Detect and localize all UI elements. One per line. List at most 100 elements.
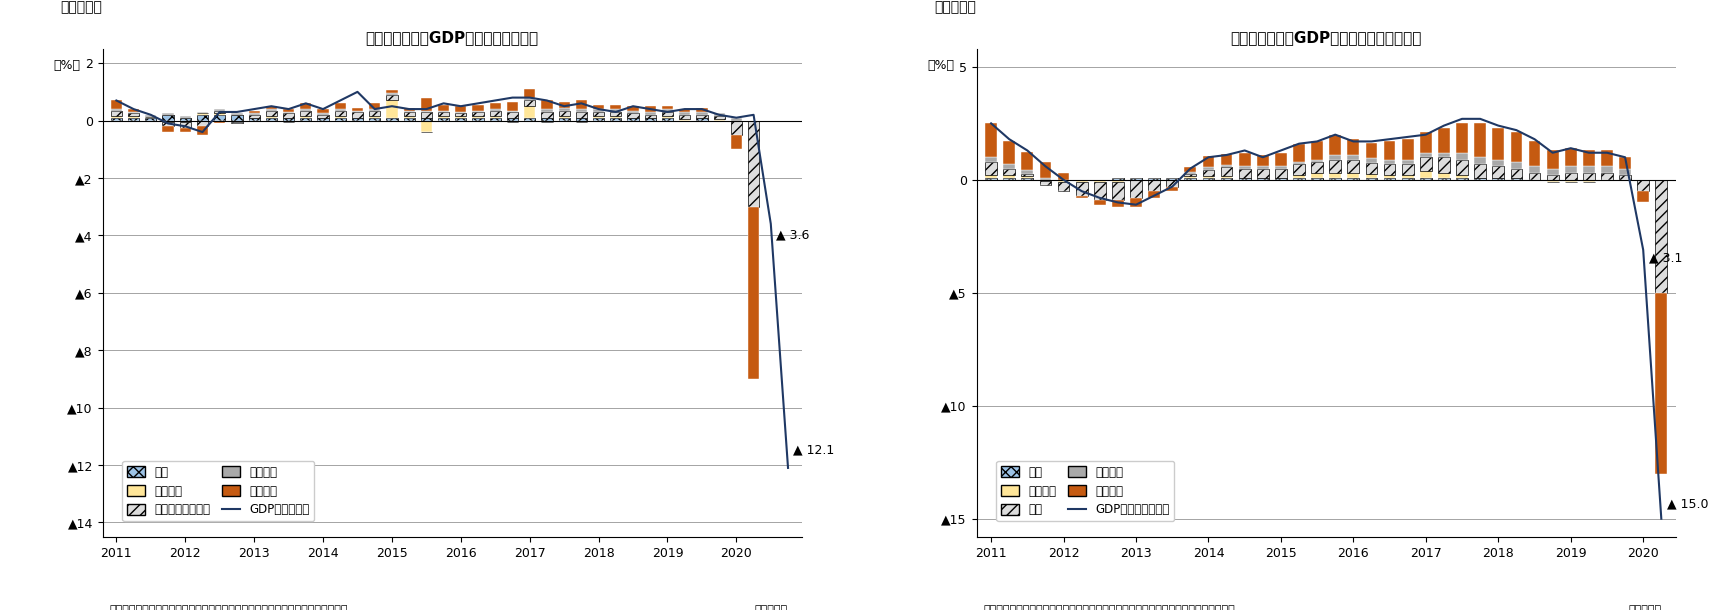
Bar bbox=[404, 118, 416, 121]
Bar bbox=[1094, 180, 1106, 182]
Bar bbox=[145, 118, 156, 121]
Bar bbox=[1601, 167, 1613, 173]
Text: （%）: （%） bbox=[927, 59, 954, 71]
Bar bbox=[301, 103, 311, 109]
Bar bbox=[593, 118, 604, 121]
Bar bbox=[576, 112, 587, 118]
Bar bbox=[1202, 178, 1214, 180]
Bar bbox=[1040, 180, 1052, 181]
Bar bbox=[662, 118, 674, 121]
Bar bbox=[162, 113, 174, 115]
Bar bbox=[1583, 180, 1595, 182]
Bar bbox=[1438, 152, 1450, 157]
Bar bbox=[1457, 159, 1467, 175]
Bar bbox=[128, 118, 139, 121]
Bar bbox=[301, 117, 311, 118]
Bar bbox=[1601, 151, 1613, 167]
Bar bbox=[679, 109, 691, 112]
Bar bbox=[593, 117, 604, 118]
Bar bbox=[335, 118, 345, 121]
Bar bbox=[1293, 164, 1305, 175]
Bar bbox=[1510, 168, 1522, 178]
Text: （注）季節調整値、寄与度は前期比伸び率に対する寄与度で最新期のデータなし: （注）季節調整値、寄与度は前期比伸び率に対する寄与度で最新期のデータなし bbox=[109, 605, 349, 610]
Bar bbox=[747, 207, 759, 379]
Bar bbox=[1565, 180, 1577, 182]
Bar bbox=[438, 118, 450, 121]
Bar bbox=[1529, 173, 1541, 180]
Bar bbox=[1474, 178, 1486, 180]
Bar bbox=[1276, 168, 1288, 178]
Bar bbox=[1238, 152, 1250, 167]
Bar bbox=[386, 101, 397, 118]
Bar bbox=[438, 110, 450, 112]
Bar bbox=[506, 118, 518, 121]
Bar bbox=[1076, 180, 1088, 182]
Bar bbox=[128, 112, 139, 113]
Bar bbox=[421, 112, 433, 118]
Bar bbox=[301, 118, 311, 121]
Bar bbox=[662, 106, 674, 109]
Bar bbox=[318, 109, 328, 113]
Bar bbox=[1058, 173, 1069, 180]
Bar bbox=[645, 112, 657, 115]
Bar bbox=[438, 105, 450, 110]
Bar bbox=[421, 110, 433, 112]
Bar bbox=[523, 118, 535, 121]
Bar bbox=[1510, 178, 1522, 180]
Text: （図表２）: （図表２） bbox=[935, 0, 976, 14]
Bar bbox=[1147, 178, 1159, 180]
Bar bbox=[523, 106, 535, 118]
Bar bbox=[1583, 173, 1595, 180]
Bar bbox=[696, 107, 708, 112]
Bar bbox=[214, 109, 226, 110]
Legend: 外需, 在庫変動, 投資, 政府消費, 個人消費, GDP（前年同期比）: 外需, 在庫変動, 投資, 政府消費, 個人消費, GDP（前年同期比） bbox=[997, 461, 1175, 521]
Bar bbox=[1347, 155, 1359, 159]
Bar bbox=[1601, 173, 1613, 180]
Bar bbox=[713, 117, 725, 119]
Bar bbox=[542, 101, 552, 109]
Bar bbox=[1619, 168, 1631, 175]
Bar bbox=[438, 117, 450, 118]
Bar bbox=[610, 109, 621, 112]
Bar bbox=[180, 117, 192, 118]
Bar bbox=[985, 175, 997, 178]
Bar bbox=[1583, 151, 1595, 167]
Bar bbox=[1419, 157, 1431, 171]
Bar bbox=[1276, 152, 1288, 167]
Bar bbox=[1366, 163, 1377, 174]
Bar bbox=[1383, 159, 1395, 164]
Bar bbox=[523, 98, 535, 101]
Bar bbox=[1329, 178, 1341, 180]
Bar bbox=[628, 110, 638, 113]
Bar bbox=[696, 118, 708, 121]
Bar bbox=[1636, 191, 1648, 203]
Bar bbox=[1548, 151, 1558, 168]
Bar bbox=[282, 121, 294, 122]
Bar bbox=[1329, 159, 1341, 173]
Text: （四半期）: （四半期） bbox=[1628, 605, 1662, 610]
Bar bbox=[145, 117, 156, 118]
Bar bbox=[1076, 196, 1088, 198]
Bar bbox=[542, 112, 552, 118]
Bar bbox=[523, 89, 535, 98]
Bar bbox=[730, 118, 742, 121]
Bar bbox=[369, 110, 380, 117]
Bar bbox=[265, 117, 277, 118]
Bar bbox=[1166, 187, 1178, 191]
Bar bbox=[128, 113, 139, 117]
Bar bbox=[1402, 159, 1414, 164]
Bar bbox=[265, 106, 277, 109]
Bar bbox=[506, 121, 518, 122]
Bar bbox=[1147, 180, 1159, 191]
Bar bbox=[369, 118, 380, 121]
Bar bbox=[1438, 178, 1450, 180]
Bar bbox=[1510, 162, 1522, 168]
Bar bbox=[162, 122, 174, 126]
Bar bbox=[180, 127, 192, 132]
Bar bbox=[145, 121, 156, 122]
Bar bbox=[662, 112, 674, 117]
Bar bbox=[180, 121, 192, 122]
Bar bbox=[421, 121, 433, 132]
Bar bbox=[214, 110, 226, 113]
Bar bbox=[180, 118, 192, 121]
